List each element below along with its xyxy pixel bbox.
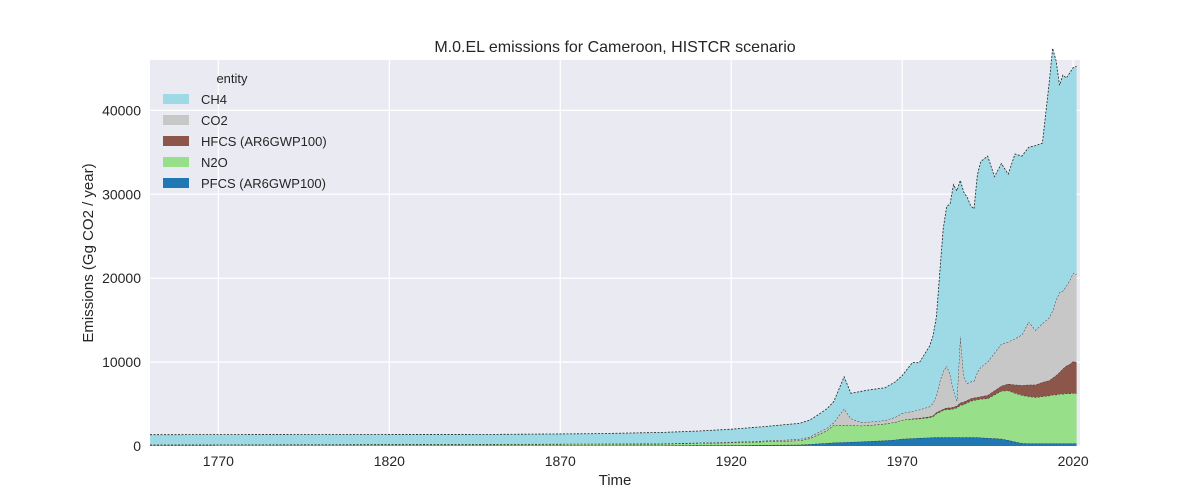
y-axis-ticks: 0 10000 20000 30000 40000	[102, 102, 141, 454]
y-tick-label: 20000	[102, 270, 141, 286]
y-tick-label: 10000	[102, 354, 141, 370]
legend-title: entity	[216, 71, 248, 86]
y-tick-label: 0	[133, 438, 141, 454]
legend-label-co2: CO2	[201, 113, 228, 128]
x-tick-label: 1820	[374, 453, 405, 469]
x-tick-label: 2020	[1058, 453, 1089, 469]
area-n2o	[150, 390, 1077, 446]
legend-label-hfcs-ar6gwp100: HFCS (AR6GWP100)	[201, 134, 327, 149]
x-tick-label: 1770	[203, 453, 234, 469]
x-tick-label: 1870	[545, 453, 576, 469]
x-tick-label: 1970	[887, 453, 918, 469]
x-tick-label: 1920	[716, 453, 747, 469]
y-tick-label: 40000	[102, 102, 141, 118]
area-pfcs-ar6gwp100	[150, 437, 1077, 446]
boundary-ch4	[149, 48, 1077, 436]
chart-title: M.0.EL emissions for Cameroon, HISTCR sc…	[434, 39, 795, 56]
stacked-areas	[149, 48, 1077, 446]
legend-swatch-co2	[163, 115, 189, 125]
x-axis-ticks: 1770 1820 1870 1920 1970 2020	[203, 453, 1089, 469]
y-tick-label: 30000	[102, 186, 141, 202]
legend-swatch-ch4	[163, 94, 189, 104]
legend-label-ch4: CH4	[201, 92, 227, 107]
legend-label-n2o: N2O	[201, 155, 228, 170]
legend-swatch-hfcs-ar6gwp100	[163, 136, 189, 146]
y-axis-label: Emissions (Gg CO2 / year)	[80, 163, 97, 342]
legend-label-pfcs-ar6gwp100: PFCS (AR6GWP100)	[201, 176, 326, 191]
legend-swatch-pfcs-ar6gwp100	[163, 178, 189, 188]
legend: entity CH4 CO2 HFCS (AR6GWP100) N2O PFCS (AR…	[163, 71, 327, 191]
legend-swatch-n2o	[163, 157, 189, 167]
x-axis-label: Time	[599, 472, 632, 489]
